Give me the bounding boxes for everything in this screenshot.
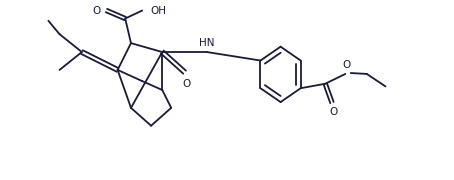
Text: O: O	[329, 107, 337, 117]
Text: OH: OH	[150, 6, 166, 15]
Text: O: O	[342, 60, 350, 70]
Text: O: O	[93, 6, 101, 15]
Text: HN: HN	[199, 38, 215, 48]
Text: O: O	[183, 79, 191, 89]
